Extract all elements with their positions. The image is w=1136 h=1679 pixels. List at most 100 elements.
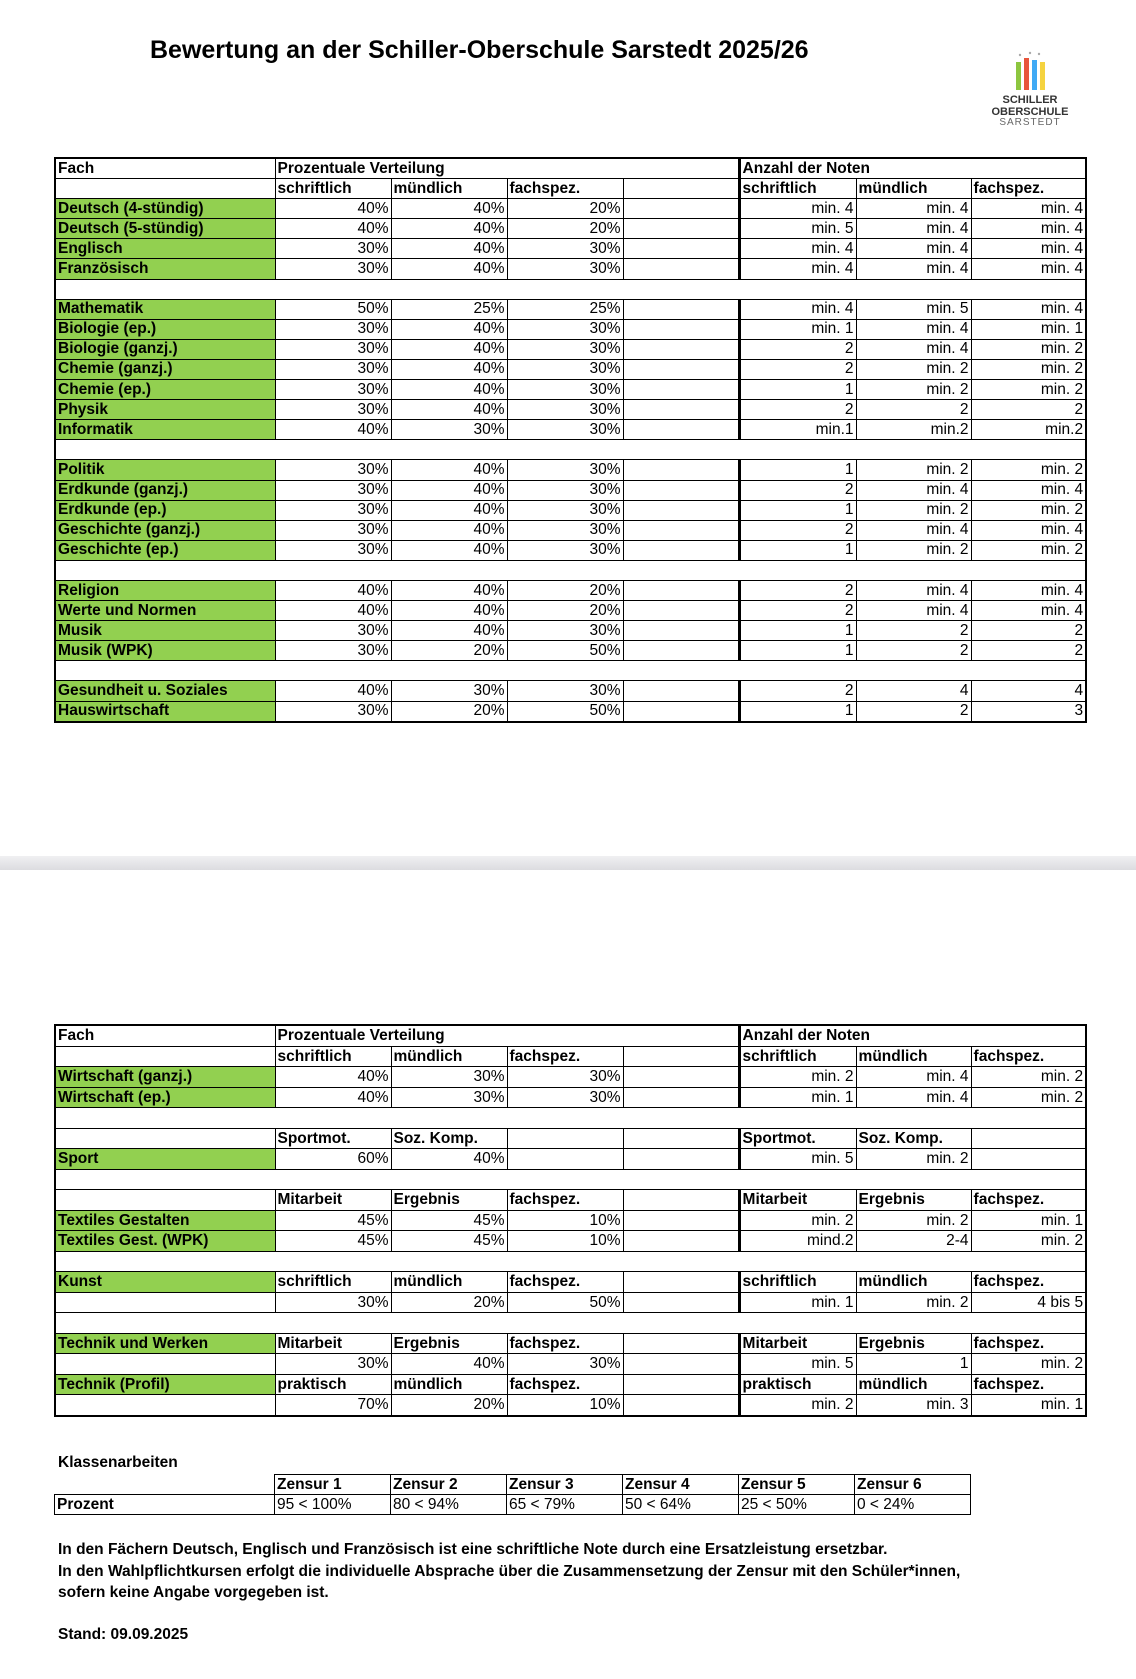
table-cell: 30%	[274, 399, 392, 421]
header-row: Technik und Werken Mitarbeit Ergebnis fachs…	[54, 1332, 1087, 1354]
table-cell: mündlich	[855, 1045, 972, 1067]
table-cell: 30%	[506, 499, 624, 521]
table-cell: 40%	[390, 499, 508, 521]
table-cell: min. 4	[855, 1066, 972, 1088]
subject-cell: Erdkunde (ep.)	[54, 499, 276, 521]
logo-line-2: OBERSCHULE	[991, 106, 1069, 118]
zensur-header: Zensur 3	[506, 1474, 623, 1495]
table-cell: Ergebnis	[855, 1189, 972, 1211]
empty-cell	[54, 1045, 276, 1067]
klassenarbeiten-heading: Klassenarbeiten	[58, 1454, 178, 1471]
table-row: Musik (WPK) 30% 20% 50% 1 2 2	[54, 640, 1087, 662]
table-cell: Sportmot.	[737, 1127, 857, 1149]
table-cell: fachspez.	[506, 178, 624, 200]
table-cell	[275, 1312, 740, 1334]
table-row: Biologie (ganzj.) 30% 40% 30% 2 min. 4 min. 2	[54, 338, 1087, 360]
table-cell: min. 1	[970, 1209, 1087, 1231]
table-cell: min. 2	[737, 1209, 857, 1231]
table-cell: min. 2	[855, 539, 972, 561]
table-row: Gesundheit u. Soziales 40% 30% 30% 2 4 4	[54, 680, 1087, 702]
table-cell	[739, 1250, 1087, 1272]
table-cell: Anzahl der Noten	[737, 157, 1087, 180]
table-cell: 2	[855, 700, 972, 723]
table-cell: min. 2	[855, 358, 972, 381]
table-cell: praktisch	[274, 1373, 392, 1395]
table-cell: min. 1	[737, 1291, 857, 1313]
table-cell	[275, 1250, 740, 1272]
empty-cell	[54, 1127, 276, 1149]
table-cell: fachspez.	[506, 1189, 624, 1211]
table-cell: 30%	[274, 640, 392, 662]
zensur-value: 65 < 79%	[506, 1494, 623, 1515]
table-row: 30% 40% 30% min. 5 1 min. 2	[54, 1353, 1087, 1375]
empty-cell	[54, 1394, 276, 1416]
table-cell: min. 3	[855, 1394, 972, 1416]
table-cell: 30%	[274, 459, 392, 481]
header-row: Kunst schriftlich mündlich fachspez. schrift…	[54, 1271, 1087, 1293]
table-cell: fachspez.	[970, 1332, 1087, 1354]
subject-cell: Deutsch (4-stündig)	[54, 198, 276, 220]
table-cell: 45%	[390, 1209, 508, 1231]
table-cell	[622, 1291, 740, 1313]
table-cell: 40%	[390, 258, 508, 280]
table-cell: 40%	[390, 399, 508, 421]
table-cell	[622, 1045, 740, 1067]
table-cell: 40%	[390, 338, 508, 360]
table-cell	[622, 198, 740, 220]
table-cell: 10%	[506, 1209, 624, 1231]
table-cell: Soz. Komp.	[855, 1127, 972, 1149]
table-cell: Fach	[54, 1024, 276, 1047]
table-cell: 20%	[506, 198, 624, 220]
table-cell: 1	[737, 499, 857, 521]
table-cell: 30%	[506, 620, 624, 642]
subject-cell: Geschichte (ganzj.)	[54, 519, 276, 541]
table-cell: 40%	[390, 459, 508, 481]
table-cell: min. 2	[970, 1066, 1087, 1088]
table-cell: min. 4	[970, 298, 1087, 320]
row-label: Prozent	[54, 1494, 275, 1515]
table-cell: Prozentuale Verteilung	[274, 157, 740, 180]
table-cell: min. 5	[737, 218, 857, 240]
table-cell: 2	[737, 680, 857, 702]
table-cell: min. 4	[855, 218, 972, 240]
subject-cell: Musik (WPK)	[54, 640, 276, 662]
table-cell	[739, 559, 1087, 581]
table-cell: 2	[855, 640, 972, 662]
table-cell: mündlich	[855, 1373, 972, 1395]
table-cell	[622, 539, 740, 561]
spacer-row	[54, 1250, 1087, 1272]
table-cell: min. 4	[970, 600, 1087, 622]
table-cell	[622, 1209, 740, 1231]
table-cell: 30%	[390, 680, 508, 702]
table-cell	[622, 579, 740, 602]
table-cell: min. 2	[970, 1230, 1087, 1252]
table-cell: 30%	[274, 1291, 392, 1313]
spacer-row	[54, 1312, 1087, 1334]
table-cell: 2	[970, 399, 1087, 421]
table-row: Hauswirtschaft 30% 20% 50% 1 2 3	[54, 700, 1087, 723]
table-cell: 1	[737, 539, 857, 561]
table-cell: 40%	[390, 600, 508, 622]
table-row: Religion 40% 40% 20% 2 min. 4 min. 4	[54, 579, 1087, 602]
table-cell: schriftlich	[274, 1271, 392, 1293]
subject-cell: Französisch	[54, 258, 276, 280]
table-cell: min. 2	[970, 459, 1087, 481]
table-cell: 2	[737, 579, 857, 602]
table-cell: min.2	[855, 419, 972, 441]
table-cell: 30%	[506, 1066, 624, 1088]
table-cell: 2	[737, 600, 857, 622]
table-cell: Sportmot.	[274, 1127, 392, 1149]
table-row: Textiles Gest. (WPK) 45% 45% 10% mind.2 2-4 mi…	[54, 1230, 1087, 1252]
table-cell: 30%	[506, 379, 624, 401]
table-cell	[622, 600, 740, 622]
header-row: Fach Prozentuale Verteilung Anzahl der Not…	[54, 1024, 1087, 1047]
table-cell: Ergebnis	[855, 1332, 972, 1354]
table-cell	[275, 660, 740, 682]
table-row: Sport 60% 40% min. 5 min. 2	[54, 1148, 1087, 1170]
table-cell: 10%	[506, 1394, 624, 1416]
table-cell: 30%	[274, 379, 392, 401]
table-row: Erdkunde (ep.) 30% 40% 30% 1 min. 2 min. 2	[54, 499, 1087, 521]
table-row: Musik 30% 40% 30% 1 2 2	[54, 620, 1087, 642]
table-cell: fachspez.	[506, 1332, 624, 1354]
table-cell: min. 2	[970, 1353, 1087, 1375]
